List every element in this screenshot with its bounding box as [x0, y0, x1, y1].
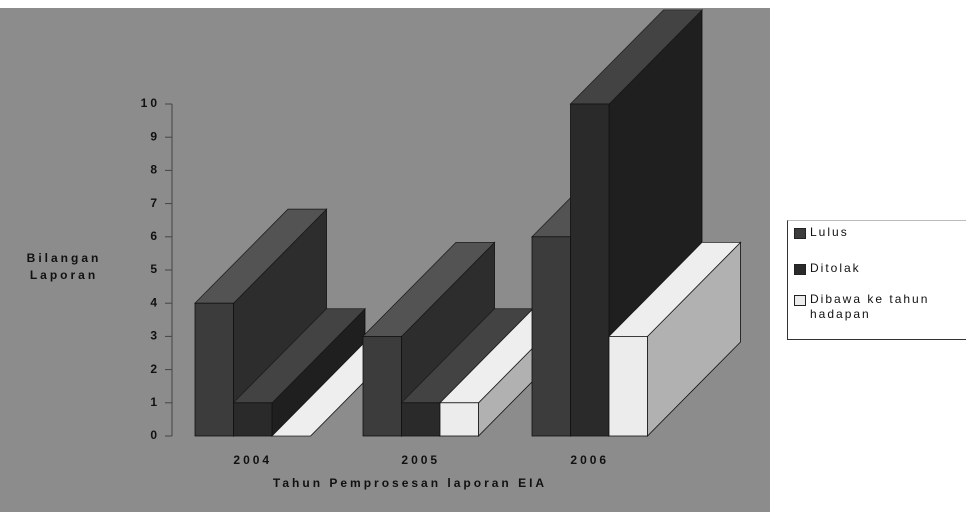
bar-side-shade [647, 242, 741, 436]
bar-front [608, 335, 648, 437]
bar-front [362, 335, 402, 437]
bar-front [194, 302, 234, 437]
bar-top-shade [233, 308, 365, 403]
legend-label: Ditolak [810, 261, 861, 275]
x-axis-label: Tahun Pemprosesan laporan EIA [273, 476, 547, 490]
legend-item: Dibawa ke tahun hadapan [794, 292, 962, 322]
y-tick-label: 4 [150, 295, 160, 309]
legend-label: Lulus [810, 225, 849, 239]
bar-front [233, 402, 273, 437]
bar-top-shade [363, 242, 495, 337]
legend-swatch [794, 264, 806, 275]
bar-top-shade [609, 242, 741, 337]
top-margin [0, 0, 770, 8]
bar-top-shade [195, 209, 327, 304]
bar-top-shade [401, 308, 533, 403]
legend-item: Lulus [794, 225, 962, 240]
legend-label: Dibawa ke tahun hadapan [810, 292, 930, 321]
x-tick-label: 2005 [401, 453, 440, 467]
legend-swatch [794, 295, 806, 306]
bar-top-shade [570, 10, 702, 104]
x-tick-label: 2004 [233, 453, 272, 467]
y-tick-label: 1 [150, 395, 160, 409]
y-axis-label: Bilangan Laporan [26, 251, 102, 282]
bar-front [401, 402, 441, 437]
x-tick-label: 2006 [570, 453, 609, 467]
bar [232, 307, 366, 437]
bar [608, 241, 742, 437]
y-tick-label: 8 [150, 163, 160, 177]
plot: Tahun Pemprosesan laporan EIA 0 1 2 3 4 5 6 7 8 9… [0, 0, 770, 512]
bar-front [531, 236, 571, 437]
y-tick-label: 0 [150, 428, 160, 442]
y-tick-label: 2 [150, 362, 160, 376]
y-tick-label: 6 [150, 229, 160, 243]
bar-front [439, 402, 479, 437]
legend-swatch [794, 228, 806, 239]
y-tick-label: 9 [150, 129, 160, 143]
legend-item: Ditolak [794, 261, 962, 276]
legend: Lulus Ditolak Dibawa ke tahun hadapan [787, 220, 966, 340]
y-tick-label: 10 [141, 96, 160, 110]
y-tick-label: 5 [150, 262, 160, 276]
bar-front [570, 103, 610, 437]
bar-side-shade [272, 308, 365, 436]
y-tick-label: 7 [150, 196, 160, 210]
y-tick-label: 3 [150, 329, 160, 343]
